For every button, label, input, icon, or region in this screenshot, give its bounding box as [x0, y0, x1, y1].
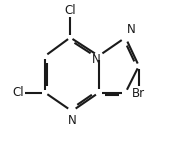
Text: N: N: [92, 53, 100, 66]
Text: Br: Br: [132, 87, 145, 100]
Text: Cl: Cl: [64, 4, 76, 17]
Text: Cl: Cl: [13, 86, 24, 99]
Text: N: N: [127, 23, 136, 36]
Text: N: N: [68, 114, 76, 128]
